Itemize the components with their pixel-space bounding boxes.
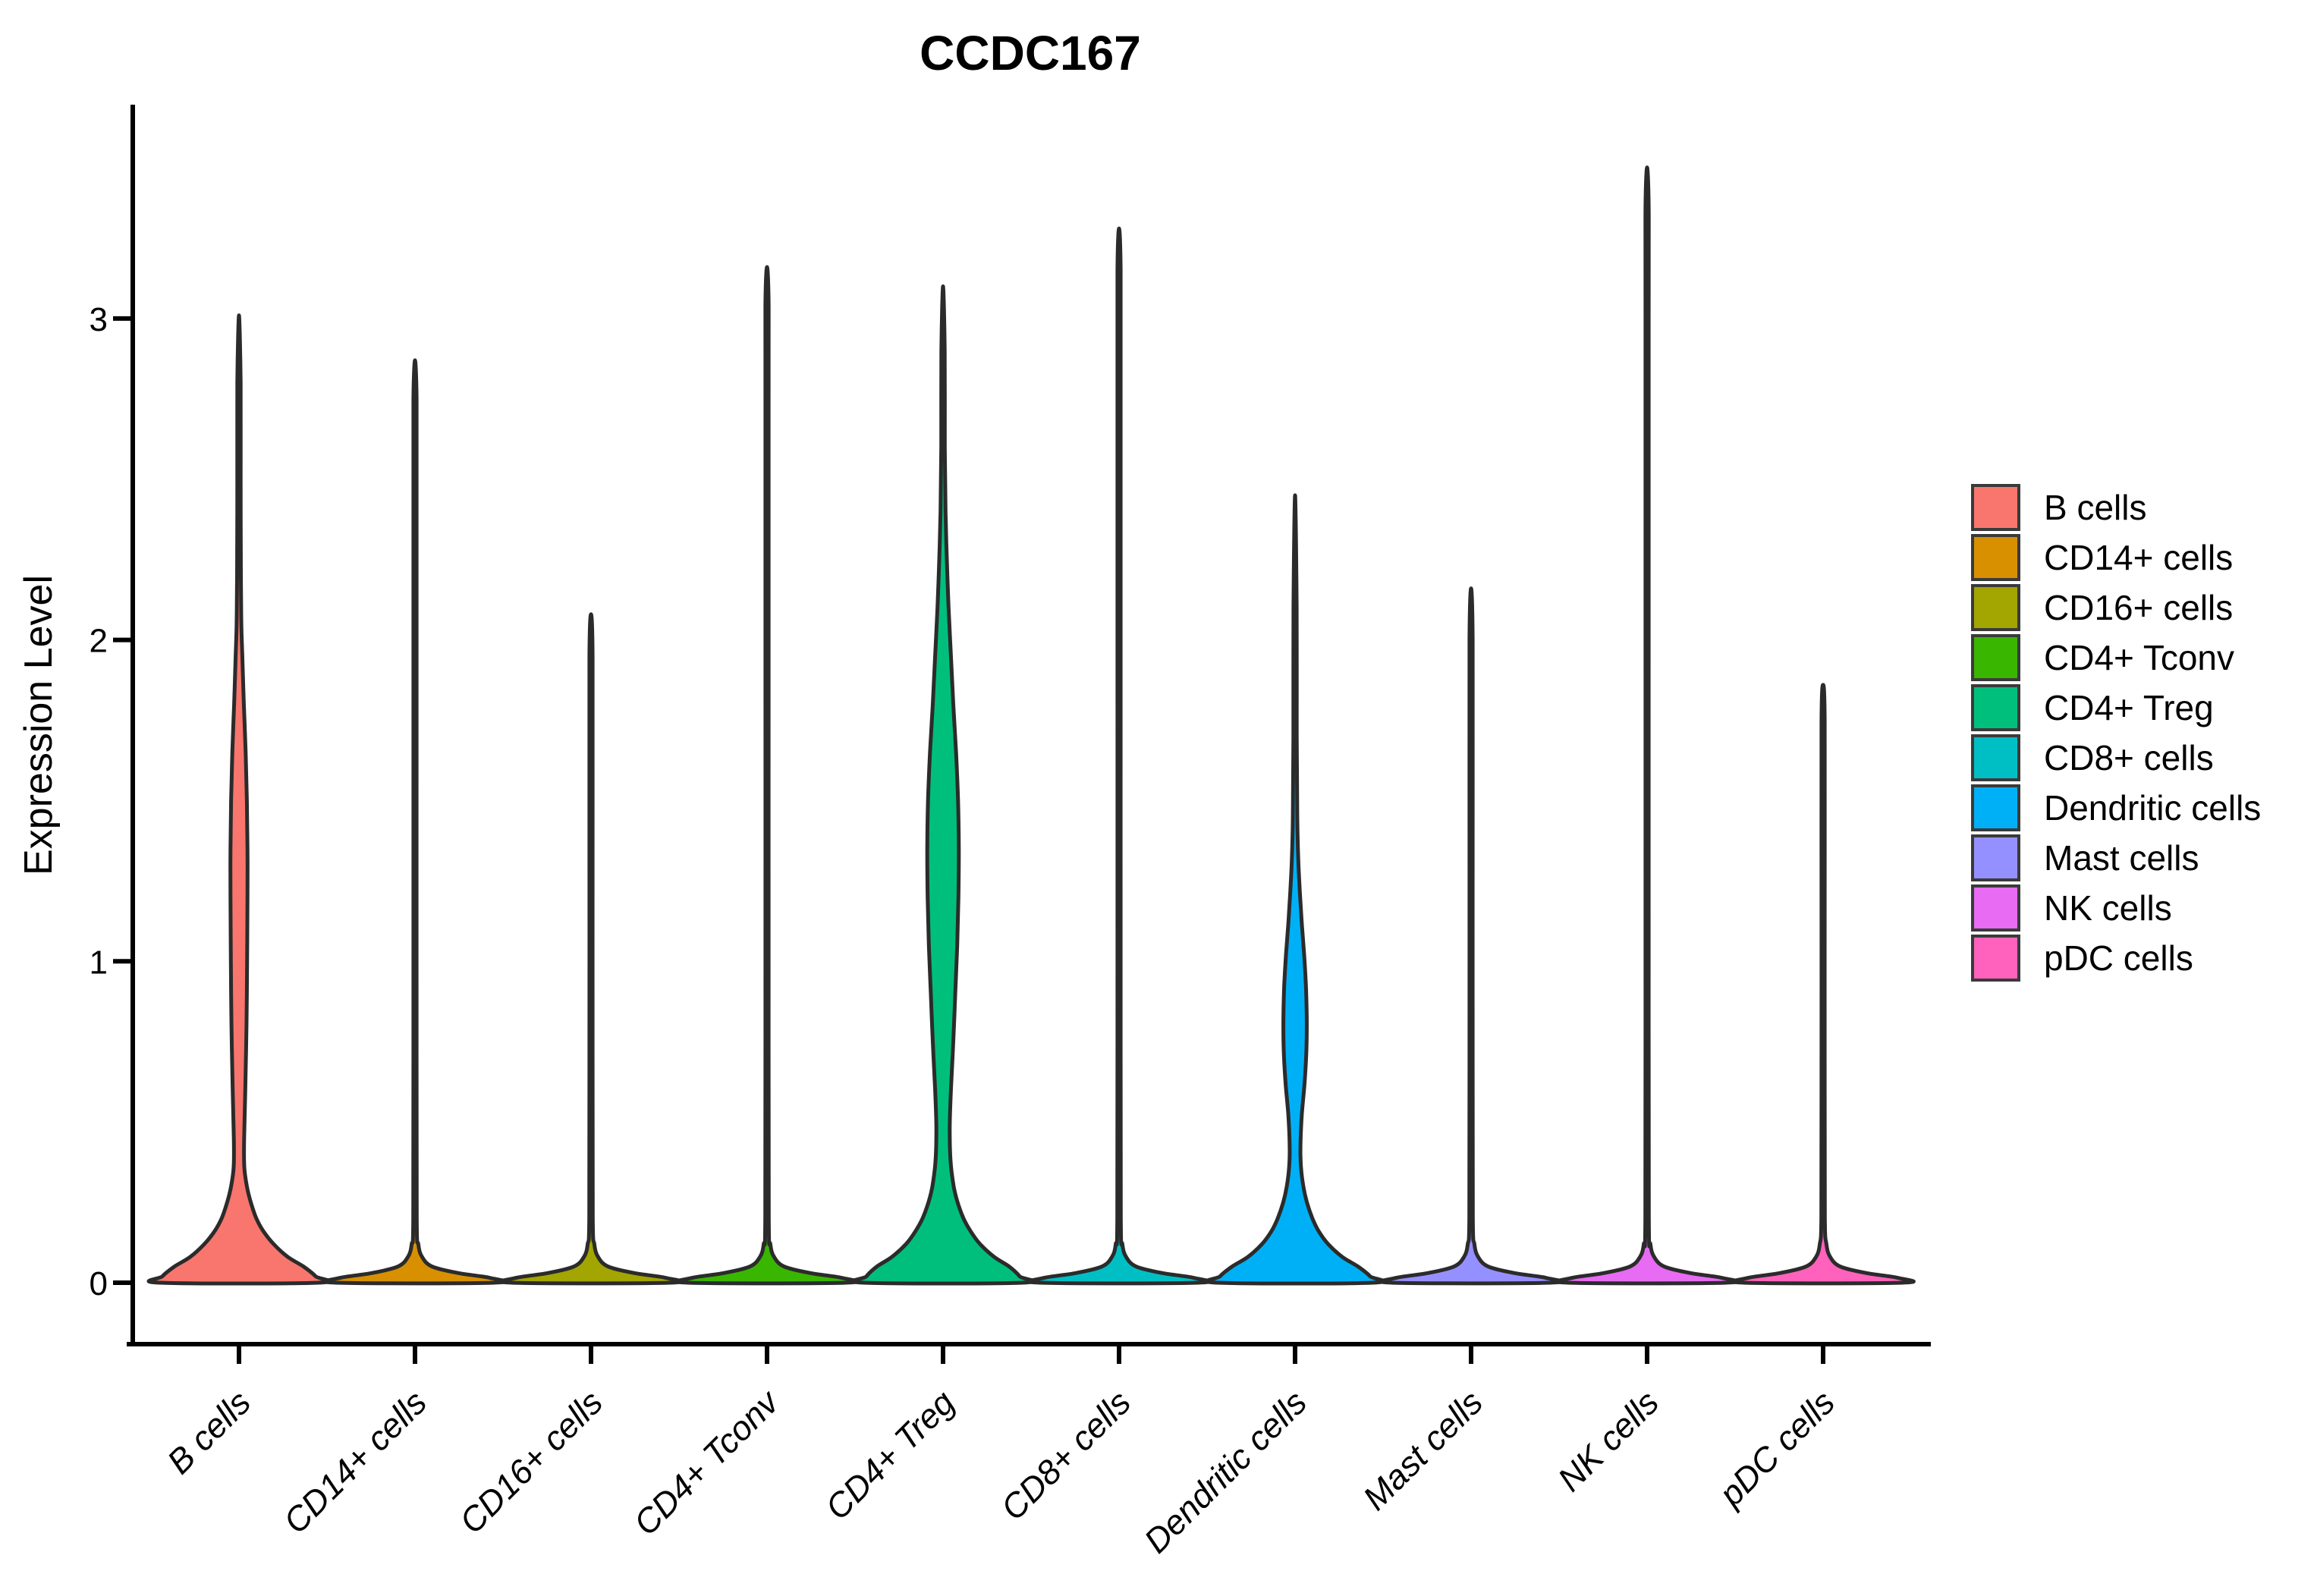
legend-swatch-dendritic-cells bbox=[1971, 784, 2020, 831]
legend-swatch-cd14-cells bbox=[1971, 534, 2020, 581]
violin-cd16-cells bbox=[498, 612, 684, 1286]
violin-cd8-cells bbox=[1026, 226, 1212, 1286]
legend-item-mast-cells: Mast cells bbox=[1971, 834, 2199, 881]
legend-label-dendritic-cells: Dendritic cells bbox=[2044, 788, 2261, 828]
y-tick-label: 3 bbox=[90, 301, 108, 338]
legend-swatch-cd4-tconv bbox=[1971, 634, 2020, 681]
legend-item-cd16-cells: CD16+ cells bbox=[1971, 584, 2233, 631]
legend-item-b-cells: B cells bbox=[1971, 484, 2146, 531]
y-tick-label: 1 bbox=[90, 944, 108, 981]
violin-group bbox=[146, 165, 1916, 1286]
violin-b-cells bbox=[146, 313, 332, 1286]
legend-item-dendritic-cells: Dendritic cells bbox=[1971, 784, 2261, 831]
y-axis-title: Expression Level bbox=[17, 575, 61, 875]
violin-cd4-treg bbox=[850, 284, 1036, 1286]
legend-swatch-cd16-cells bbox=[1971, 584, 2020, 631]
legend-label-cd4-treg: CD4+ Treg bbox=[2044, 688, 2214, 727]
legend-label-cd14-cells: CD14+ cells bbox=[2044, 538, 2233, 577]
legend-swatch-cd8-cells bbox=[1971, 734, 2020, 781]
legend-item-cd4-treg: CD4+ Treg bbox=[1971, 684, 2214, 731]
legend-label-nk-cells: NK cells bbox=[2044, 888, 2172, 928]
legend-item-cd4-tconv: CD4+ Tconv bbox=[1971, 634, 2234, 681]
legend: B cells CD14+ cells CD16+ cells CD4+ Tconv C… bbox=[1971, 484, 2261, 982]
legend-label-cd4-tconv: CD4+ Tconv bbox=[2044, 638, 2234, 677]
x-axis-ticks bbox=[237, 1344, 1825, 1364]
legend-swatch-nk-cells bbox=[1971, 884, 2020, 932]
legend-swatch-mast-cells bbox=[1971, 834, 2020, 881]
y-tick-label: 0 bbox=[90, 1265, 108, 1302]
legend-swatch-b-cells bbox=[1971, 484, 2020, 531]
legend-swatch-pdc-cells bbox=[1971, 935, 2020, 982]
violin-pdc-cells bbox=[1731, 683, 1916, 1286]
violin-cd4-tconv bbox=[674, 265, 860, 1286]
legend-item-cd14-cells: CD14+ cells bbox=[1971, 534, 2233, 581]
legend-label-b-cells: B cells bbox=[2044, 488, 2146, 527]
legend-item-cd8-cells: CD8+ cells bbox=[1971, 734, 2214, 781]
violin-mast-cells bbox=[1379, 586, 1564, 1286]
violin-dendritic-cells bbox=[1204, 493, 1386, 1286]
violin-cd14-cells bbox=[322, 358, 508, 1286]
chart-title: CCDC167 bbox=[920, 26, 1141, 80]
legend-swatch-cd4-treg bbox=[1971, 684, 2020, 731]
y-tick-label: 2 bbox=[90, 623, 108, 660]
y-axis-ticks: 0 1 2 3 bbox=[90, 301, 133, 1302]
legend-item-pdc-cells: pDC cells bbox=[1971, 935, 2193, 982]
legend-label-mast-cells: Mast cells bbox=[2044, 838, 2199, 878]
legend-label-pdc-cells: pDC cells bbox=[2044, 938, 2193, 978]
legend-label-cd16-cells: CD16+ cells bbox=[2044, 588, 2233, 627]
legend-label-cd8-cells: CD8+ cells bbox=[2044, 738, 2214, 778]
legend-item-nk-cells: NK cells bbox=[1971, 884, 2172, 932]
violin-nk-cells bbox=[1555, 165, 1740, 1286]
